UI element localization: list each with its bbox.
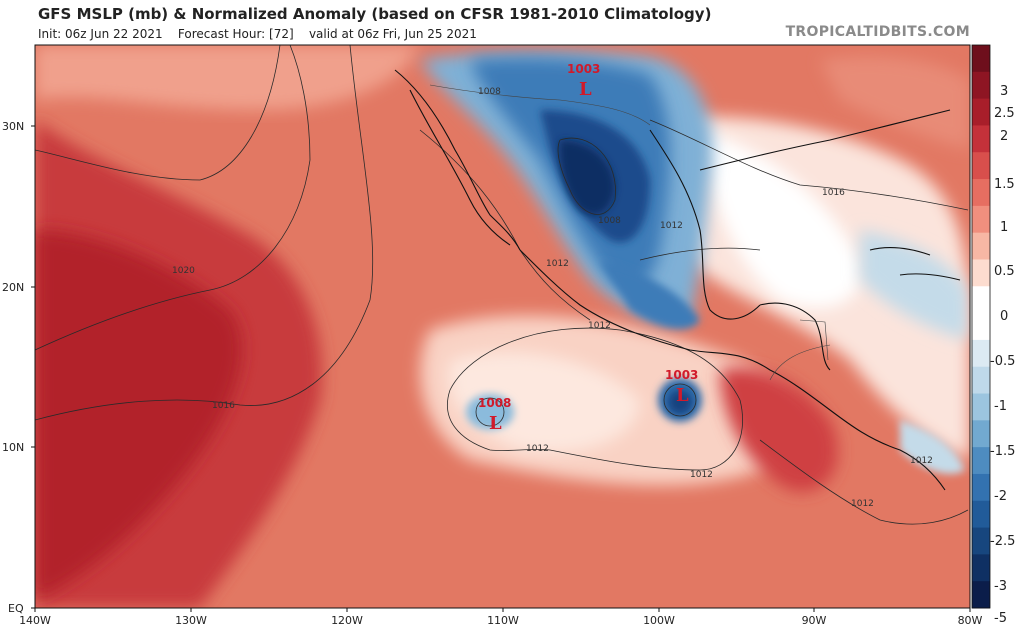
colorbar-label: -5 xyxy=(994,611,1007,626)
colorbar-segment xyxy=(972,313,990,341)
isobar-label: 1012 xyxy=(546,259,569,269)
isobar-label: 1012 xyxy=(588,321,611,331)
colorbar-segment xyxy=(972,98,990,126)
colorbar-label: 0.5 xyxy=(994,264,1015,279)
longitude-labels: 140W 130W 120W 110W 100W 90W 80W xyxy=(19,614,982,627)
low-pressure-symbol: L xyxy=(676,385,689,406)
lon-label: 100W xyxy=(643,614,675,627)
isobar-label: 1012 xyxy=(660,221,683,231)
isobar-label: 1012 xyxy=(910,456,933,466)
low-pressure-value: 1008 xyxy=(478,396,511,410)
colorbar-segment xyxy=(972,554,990,582)
isobar-label: 1020 xyxy=(172,266,195,276)
colorbar-label: 2 xyxy=(1000,129,1008,144)
lon-label: 130W xyxy=(175,614,207,627)
isobar-label: 1012 xyxy=(690,470,713,480)
lon-label: 140W xyxy=(19,614,51,627)
isobar-label: 1012 xyxy=(851,499,874,509)
colorbar-segment xyxy=(972,152,990,180)
colorbar-segment xyxy=(972,581,990,609)
lat-label: 20N xyxy=(2,281,24,294)
lat-label: EQ xyxy=(8,602,24,615)
colorbar-segment xyxy=(972,500,990,529)
colorbar-label: -0.5 xyxy=(990,354,1015,369)
colorbar-label: 3 xyxy=(1000,84,1008,99)
colorbar-label: 1 xyxy=(1000,220,1008,235)
isobar-label: 1016 xyxy=(212,401,235,411)
colorbar-label: 1.5 xyxy=(994,177,1015,192)
valid-time: valid at 06z Fri, Jun 25 2021 xyxy=(308,27,477,41)
colorbar-segment xyxy=(972,259,990,287)
colorbar-segment xyxy=(972,205,990,234)
chart-title: GFS MSLP (mb) & Normalized Anomaly (base… xyxy=(38,5,712,23)
lon-label: 90W xyxy=(802,614,827,627)
colorbar-segment xyxy=(972,473,990,502)
colorbar-frame xyxy=(971,44,991,609)
colorbar-label: -1 xyxy=(994,399,1007,414)
colorbar-segment xyxy=(972,527,990,555)
isobar-label: 1008 xyxy=(478,87,501,97)
colorbar-label: 0 xyxy=(1000,309,1008,324)
colorbar-label: 2.5 xyxy=(994,106,1015,121)
colorbar-label: -2 xyxy=(994,489,1007,504)
colorbar-segment xyxy=(972,447,990,475)
lon-label: 110W xyxy=(487,614,519,627)
lon-label: 80W xyxy=(958,614,983,627)
colorbar-segment xyxy=(972,71,990,100)
coastlines xyxy=(394,69,961,491)
brand-watermark: TROPICALTIDBITS.COM xyxy=(785,24,970,40)
colorbar-label: -3 xyxy=(994,579,1007,594)
colorbar-segment xyxy=(972,339,990,368)
colorbar-segment xyxy=(972,286,990,314)
colorbar-segment xyxy=(972,232,990,260)
lat-label: 30N xyxy=(2,120,24,133)
colorbar-segment xyxy=(972,393,990,421)
colorbar-segment xyxy=(972,125,990,153)
low-pressure-value: 1003 xyxy=(567,62,600,76)
axis-ticks xyxy=(31,125,971,612)
low-markers: 1003 L 1008 L 1003 L xyxy=(478,62,698,434)
colorbar-label: -2.5 xyxy=(990,534,1015,549)
run-info: Init: 06z Jun 22 2021 Forecast Hour: [72… xyxy=(38,27,477,41)
isobar-label: 1016 xyxy=(822,188,845,198)
lon-label: 120W xyxy=(331,614,363,627)
anomaly-field xyxy=(35,45,970,608)
init-time: Init: 06z Jun 22 2021 xyxy=(38,27,163,41)
borders xyxy=(429,84,831,381)
low-pressure-symbol: L xyxy=(489,413,502,434)
latitude-labels: 30N 20N 10N EQ xyxy=(2,120,24,615)
colorbar xyxy=(971,44,991,609)
colorbar-segment xyxy=(972,420,990,448)
colorbar-segment xyxy=(972,45,990,73)
isobars xyxy=(35,45,969,525)
isobar-label: 1008 xyxy=(598,216,621,226)
lat-label: 10N xyxy=(2,441,24,454)
colorbar-segment xyxy=(972,366,990,395)
low-pressure-symbol: L xyxy=(579,79,592,100)
colorbar-labels: 3 2.5 2 1.5 1 0.5 0 -0.5 -1 -1.5 -2 -2.5… xyxy=(990,84,1015,626)
colorbar-label: -1.5 xyxy=(990,444,1015,459)
isobar-label: 1012 xyxy=(526,444,549,454)
colorbar-segment xyxy=(972,179,990,207)
isobar-labels: 1008 1016 1012 1008 1012 1012 1020 1016 … xyxy=(172,87,933,509)
forecast-hour: Forecast Hour: [72] xyxy=(177,27,294,41)
low-pressure-value: 1003 xyxy=(665,368,698,382)
